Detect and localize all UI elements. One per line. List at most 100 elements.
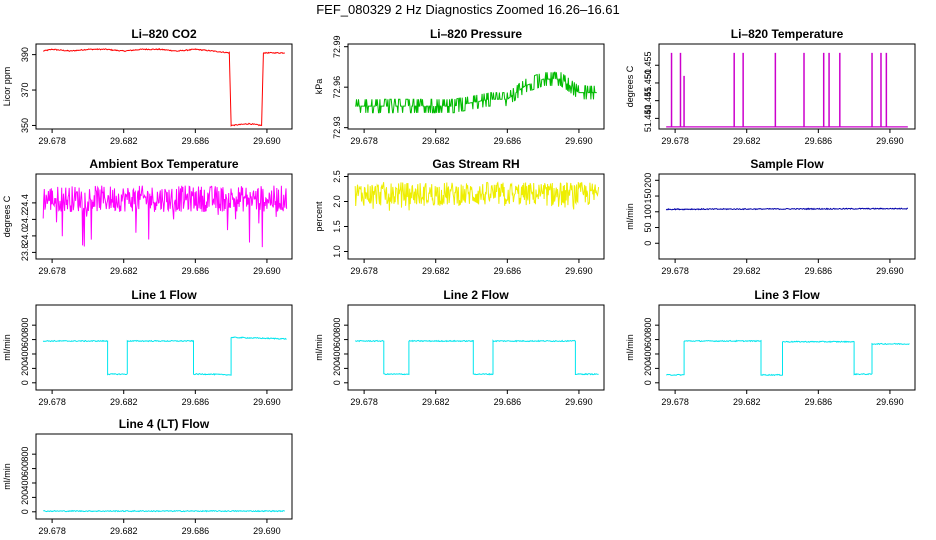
- series-group: [354, 339, 599, 376]
- x-tick-label: 29.682: [110, 136, 138, 146]
- series-line: [355, 71, 597, 114]
- x-tick-label: 29.690: [876, 266, 904, 276]
- y-tick-label: 51.440: [643, 105, 653, 133]
- x-tick-label: 29.690: [876, 136, 904, 146]
- x-tick-label: 29.682: [422, 266, 450, 276]
- y-tick-label: 0: [20, 509, 30, 514]
- y-tick-label: 350: [20, 118, 30, 133]
- y-tick-label: 24.4: [20, 194, 30, 212]
- series-group: [354, 181, 600, 211]
- panel-title: Gas Stream RH: [432, 157, 519, 171]
- x-tick-label: 29.678: [350, 397, 378, 407]
- x-tick-label: 29.690: [565, 397, 593, 407]
- x-tick-label: 29.682: [110, 526, 138, 536]
- plot-frame: [35, 43, 293, 130]
- series-group: [355, 71, 597, 114]
- y-tick-label: 24.2: [20, 211, 30, 229]
- y-tick-label: 72.99: [332, 35, 342, 58]
- x-tick-label: 29.682: [733, 397, 761, 407]
- series-line: [43, 48, 285, 127]
- x-tick-label: 29.686: [494, 136, 522, 146]
- panel-title: Li–820 Pressure: [430, 27, 522, 41]
- y-axis-label: degrees C: [2, 195, 12, 237]
- y-tick-label: 600: [20, 461, 30, 476]
- series-group: [666, 52, 908, 128]
- y-tick-label: 72.96: [332, 76, 342, 99]
- panel-title: Li–820 CO2: [131, 27, 197, 41]
- x-tick-label: 29.690: [253, 266, 281, 276]
- series-line: [42, 336, 287, 376]
- x-tick-label: 29.682: [733, 266, 761, 276]
- y-tick-label: 200: [20, 361, 30, 376]
- x-tick-label: 29.686: [494, 397, 522, 407]
- y-tick-label: 400: [643, 346, 653, 361]
- x-tick-label: 29.678: [661, 136, 689, 146]
- y-axis-label: percent: [314, 201, 324, 232]
- y-tick-label: 23.8: [20, 244, 30, 262]
- x-tick-label: 29.682: [733, 136, 761, 146]
- x-tick-label: 29.678: [38, 136, 66, 146]
- y-tick-label: 400: [332, 346, 342, 361]
- series-line: [666, 339, 910, 377]
- x-tick-label: 29.678: [661, 266, 689, 276]
- panel-title: Line 2 Flow: [443, 288, 509, 302]
- series-line: [354, 339, 599, 376]
- y-tick-label: 200: [20, 490, 30, 505]
- x-tick-label: 29.682: [110, 397, 138, 407]
- y-tick-label: 0: [643, 241, 653, 246]
- panel-title: Ambient Box Temperature: [89, 157, 238, 171]
- x-tick-label: 29.686: [182, 136, 210, 146]
- y-tick-label: 24.0: [20, 227, 30, 245]
- series-group: [665, 207, 909, 211]
- x-tick-label: 29.690: [876, 397, 904, 407]
- y-axis-label: Licor ppm: [2, 67, 12, 107]
- series-group: [43, 509, 285, 513]
- y-tick-label: 400: [20, 346, 30, 361]
- y-tick-label: 400: [20, 475, 30, 490]
- series-group: [42, 185, 288, 248]
- x-tick-label: 29.686: [805, 266, 833, 276]
- x-tick-label: 29.682: [422, 136, 450, 146]
- series-line: [354, 181, 600, 211]
- plot-frame: [347, 304, 605, 391]
- x-tick-label: 29.682: [422, 397, 450, 407]
- x-tick-label: 29.678: [38, 397, 66, 407]
- x-tick-label: 29.682: [110, 266, 138, 276]
- y-tick-label: 1.5: [332, 220, 342, 233]
- y-tick-label: 72.93: [332, 116, 342, 139]
- y-tick-label: 390: [20, 47, 30, 62]
- x-tick-label: 29.686: [182, 266, 210, 276]
- panel-1: Li–820 CO2 Licor ppm 350 370 390 29.678 29.682…: [2, 27, 293, 146]
- y-tick-label: 50: [643, 223, 653, 233]
- x-tick-label: 29.686: [805, 136, 833, 146]
- x-tick-label: 29.686: [182, 526, 210, 536]
- series-group: [42, 336, 287, 376]
- y-axis-label: ml/min: [314, 334, 324, 361]
- panel-title: Line 4 (LT) Flow: [119, 417, 210, 431]
- panel-title: Line 3 Flow: [754, 288, 820, 302]
- series-line: [665, 207, 909, 211]
- y-tick-label: 51.455: [643, 51, 653, 79]
- x-tick-label: 29.678: [38, 526, 66, 536]
- y-tick-label: 800: [332, 318, 342, 333]
- x-tick-label: 29.678: [350, 136, 378, 146]
- x-tick-label: 29.690: [565, 136, 593, 146]
- y-axis-label: ml/min: [625, 203, 635, 230]
- series-group: [666, 339, 910, 377]
- panel-title: Line 1 Flow: [131, 288, 197, 302]
- panel-title: Sample Flow: [750, 157, 824, 171]
- y-tick-label: 0: [643, 380, 653, 385]
- y-tick-label: 200: [643, 173, 653, 188]
- y-tick-label: 51.445: [643, 87, 653, 115]
- y-axis-label: degrees C: [625, 65, 635, 107]
- y-tick-label: 150: [643, 189, 653, 204]
- y-tick-label: 0: [20, 380, 30, 385]
- y-tick-label: 2.0: [332, 195, 342, 208]
- x-tick-label: 29.678: [661, 397, 689, 407]
- x-tick-label: 29.690: [565, 266, 593, 276]
